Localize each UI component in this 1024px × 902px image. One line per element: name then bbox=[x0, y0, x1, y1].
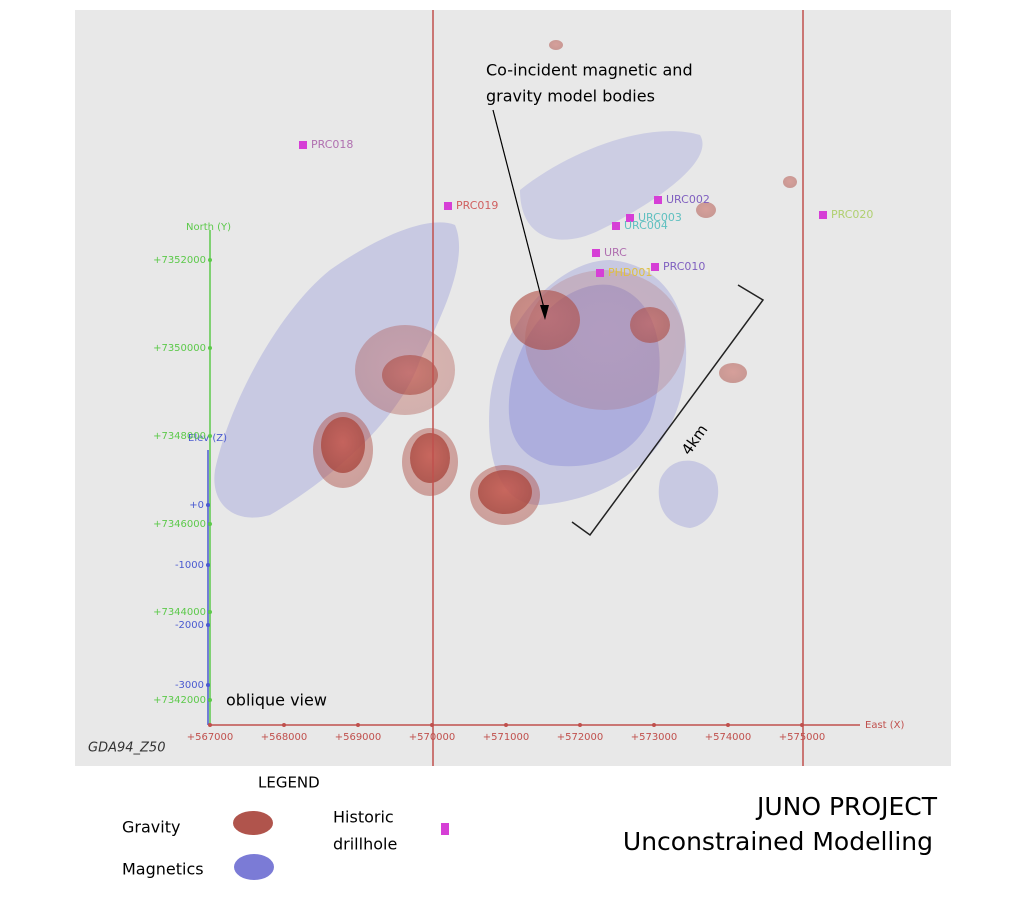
drillhole-label: URC004 bbox=[624, 219, 668, 232]
north-tick bbox=[208, 522, 212, 526]
east-tick-label: +574000 bbox=[705, 732, 752, 743]
north-axis-label: North (Y) bbox=[186, 222, 231, 233]
legend-label: Historic bbox=[333, 808, 394, 827]
elev-tick bbox=[206, 683, 210, 687]
north-tick bbox=[208, 258, 212, 262]
north-tick bbox=[208, 610, 212, 614]
drillhole bbox=[651, 263, 659, 271]
drillhole bbox=[299, 141, 307, 149]
east-tick bbox=[652, 723, 656, 727]
elev-tick-label: -2000 bbox=[175, 620, 204, 631]
drillhole-label: URC002 bbox=[666, 193, 710, 206]
north-tick-label: +7344000 bbox=[153, 607, 206, 618]
east-tick-label: +571000 bbox=[483, 732, 530, 743]
east-tick bbox=[430, 723, 434, 727]
east-tick bbox=[356, 723, 360, 727]
annotation: Co-incident magnetic and bbox=[486, 61, 693, 80]
east-tick bbox=[282, 723, 286, 727]
east-tick-label: +570000 bbox=[409, 732, 456, 743]
north-tick bbox=[208, 346, 212, 350]
legend-magnetics-swatch bbox=[234, 854, 274, 880]
drillhole bbox=[626, 214, 634, 222]
east-tick bbox=[800, 723, 804, 727]
drillhole-label: URC bbox=[604, 246, 627, 259]
north-tick-label: +7348000 bbox=[153, 431, 206, 442]
drillhole bbox=[596, 269, 604, 277]
east-tick-label: +572000 bbox=[557, 732, 604, 743]
drillhole bbox=[444, 202, 452, 210]
elev-tick bbox=[206, 563, 210, 567]
east-tick bbox=[726, 723, 730, 727]
legend-drillhole-swatch bbox=[441, 823, 449, 835]
north-tick-label: +7342000 bbox=[153, 695, 206, 706]
east-tick-label: +567000 bbox=[187, 732, 234, 743]
elev-axis-label: Elev (Z) bbox=[188, 433, 227, 444]
drillhole bbox=[612, 222, 620, 230]
crs-label: GDA94_Z50 bbox=[88, 741, 165, 756]
view-note: oblique view bbox=[226, 691, 327, 710]
east-tick bbox=[208, 723, 212, 727]
drillhole-label: PRC010 bbox=[663, 260, 705, 273]
east-tick-label: +568000 bbox=[261, 732, 308, 743]
subtitle: Unconstrained Modelling bbox=[623, 827, 933, 856]
east-tick-label: +575000 bbox=[779, 732, 826, 743]
elev-tick-label: -3000 bbox=[175, 680, 204, 691]
drillhole bbox=[819, 211, 827, 219]
legend-gravity-swatch bbox=[233, 811, 273, 835]
north-tick-label: +7352000 bbox=[153, 255, 206, 266]
legend-label: Gravity bbox=[122, 818, 180, 837]
elev-tick bbox=[206, 503, 210, 507]
drillhole-label: PHD001 bbox=[608, 266, 652, 279]
north-tick-label: +7350000 bbox=[153, 343, 206, 354]
gravity-bodies bbox=[313, 40, 797, 525]
north-tick bbox=[208, 698, 212, 702]
elev-tick bbox=[206, 623, 210, 627]
drillhole-label: PRC020 bbox=[831, 208, 873, 221]
legend-title: LEGEND bbox=[258, 774, 320, 792]
north-tick-label: +7346000 bbox=[153, 519, 206, 530]
legend-label: drillhole bbox=[333, 835, 397, 854]
scale-bar bbox=[571, 284, 765, 537]
annotation: gravity model bodies bbox=[486, 87, 655, 106]
drillhole bbox=[592, 249, 600, 257]
drillhole-label: PRC019 bbox=[456, 199, 498, 212]
annotation-arrow bbox=[492, 109, 546, 313]
title: JUNO PROJECT bbox=[755, 792, 938, 821]
east-tick-label: +573000 bbox=[631, 732, 678, 743]
east-tick bbox=[504, 723, 508, 727]
arrow-head bbox=[540, 305, 549, 320]
drillhole-label: PRC018 bbox=[311, 138, 353, 151]
model-panel bbox=[75, 10, 951, 766]
east-tick bbox=[578, 723, 582, 727]
east-tick-label: +569000 bbox=[335, 732, 382, 743]
drillhole bbox=[654, 196, 662, 204]
elev-tick-label: +0 bbox=[189, 500, 204, 511]
legend-label: Magnetics bbox=[122, 860, 204, 879]
north-tick bbox=[208, 434, 212, 438]
drillhole-label: URC003 bbox=[638, 211, 682, 224]
elev-tick-label: -1000 bbox=[175, 560, 204, 571]
east-axis-label: East (X) bbox=[865, 720, 905, 731]
